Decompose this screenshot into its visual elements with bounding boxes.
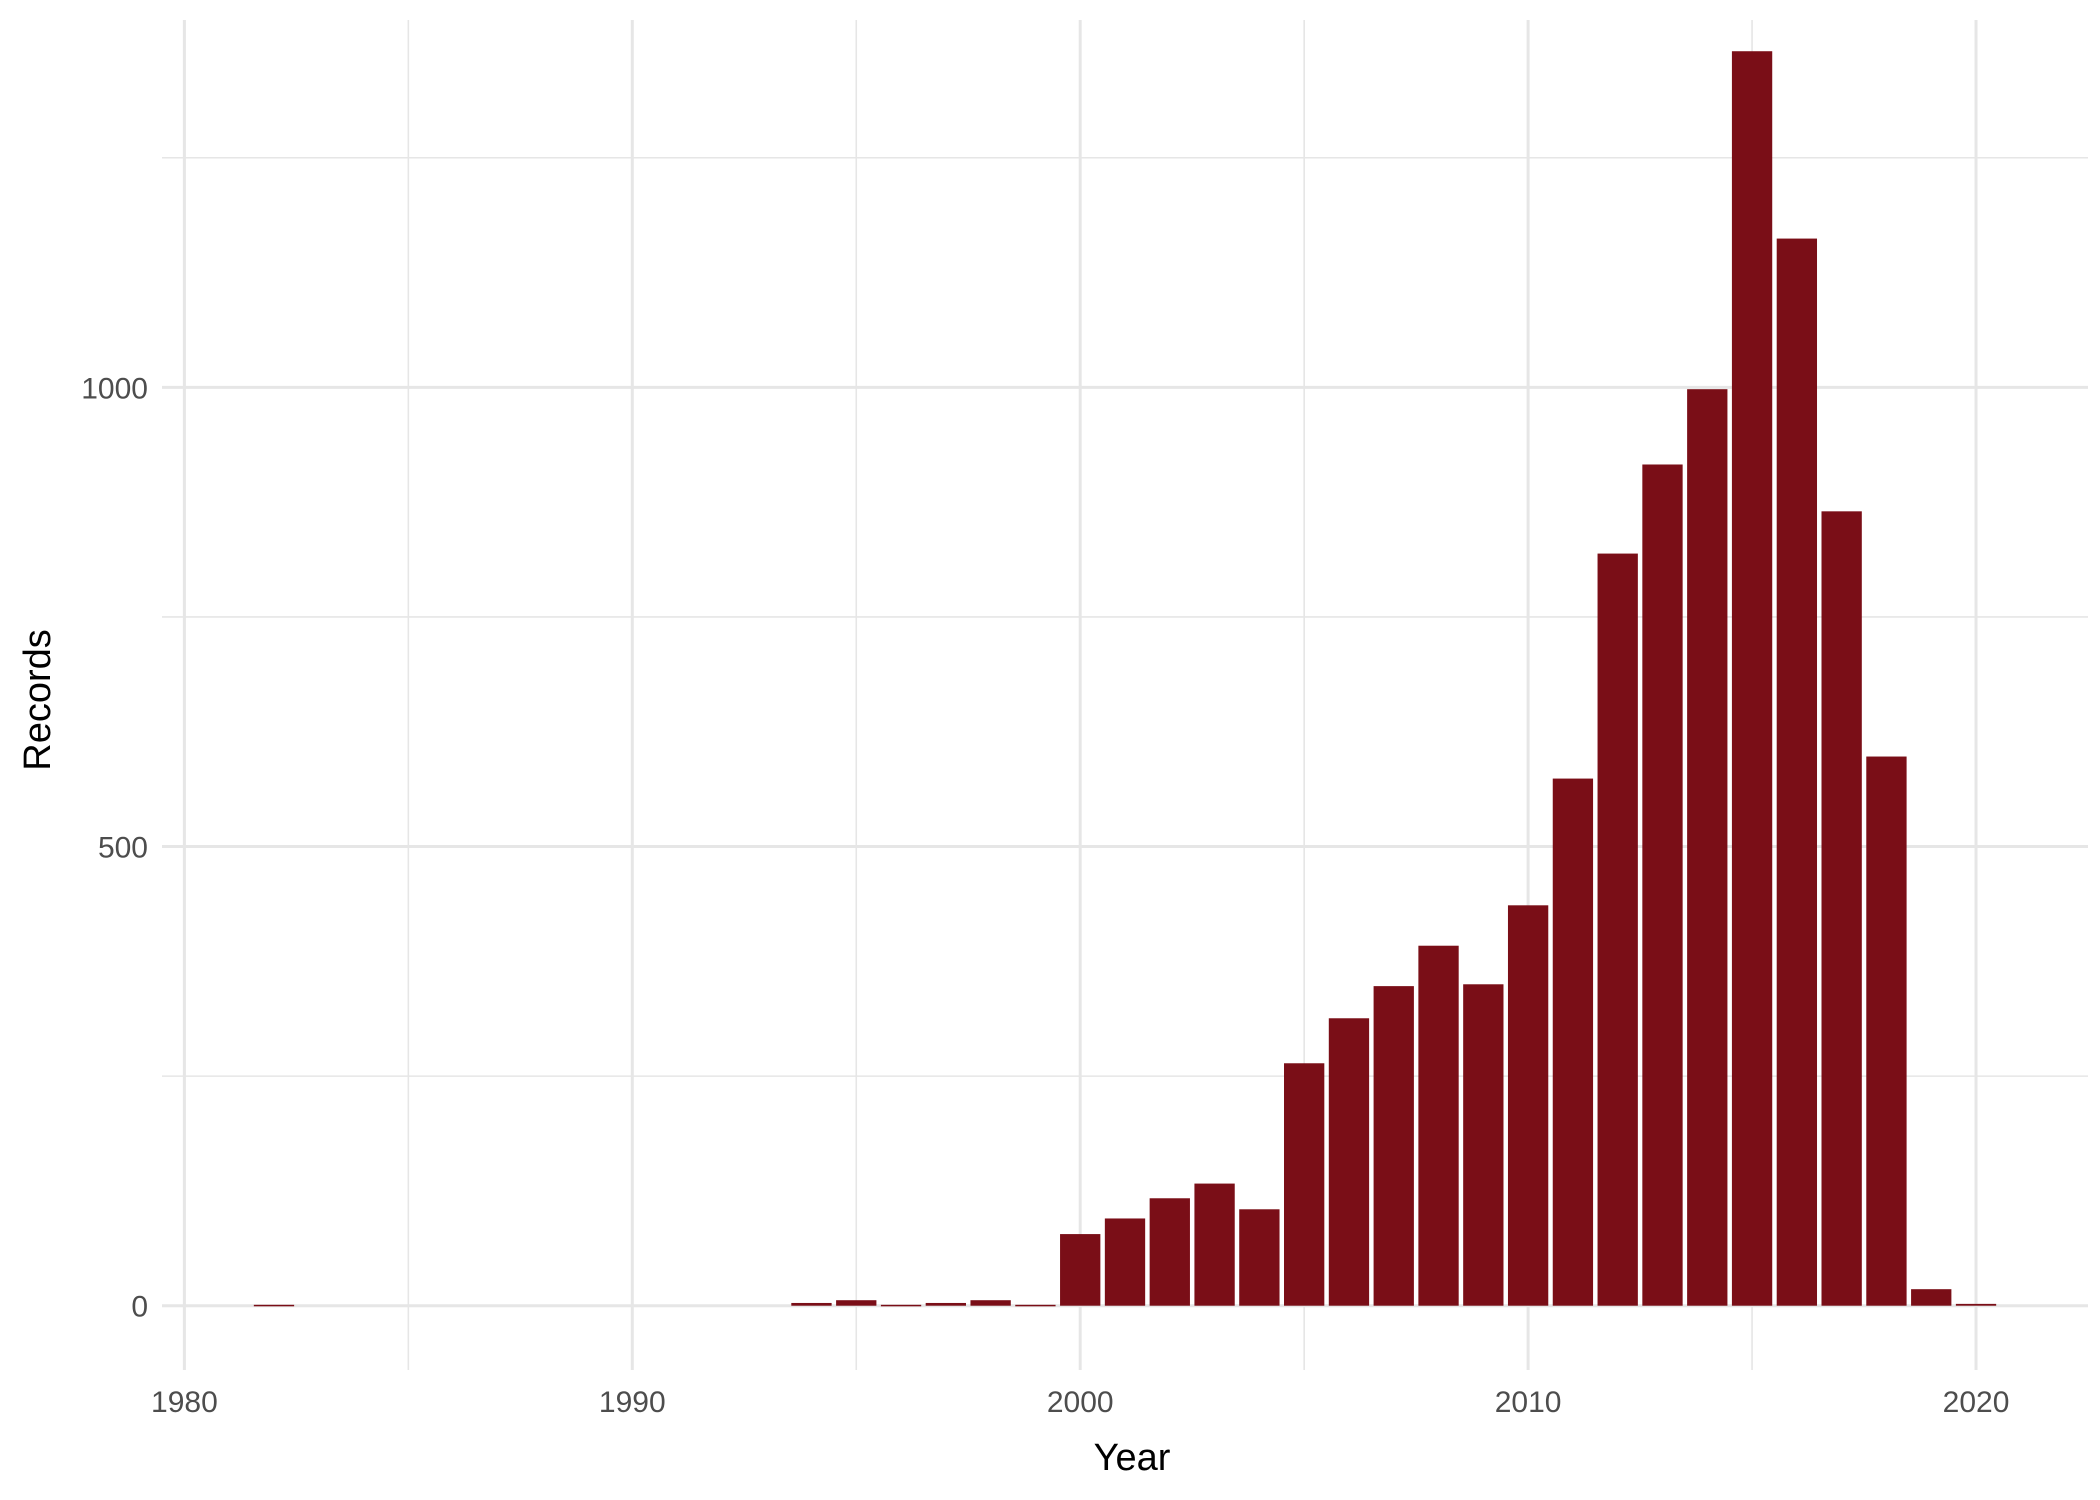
- bar-2007: [1373, 986, 1414, 1306]
- x-tick-label: 2020: [1943, 1386, 2010, 1419]
- x-axis-title: Year: [1094, 1437, 1171, 1479]
- y-axis-ticks: 0 500 1000: [81, 372, 148, 1323]
- bar-2001: [1104, 1218, 1146, 1306]
- bar-2020: [1955, 1303, 1997, 1306]
- bar-1994: [791, 1302, 832, 1306]
- bar-2003: [1194, 1183, 1235, 1306]
- bar-2015: [1731, 51, 1773, 1306]
- bar-1982: [253, 1304, 295, 1307]
- y-tick-label: 1000: [81, 372, 148, 405]
- bar-2018: [1866, 756, 1907, 1306]
- bar-2016: [1776, 238, 1818, 1306]
- bar-2009: [1463, 984, 1504, 1306]
- bar-2005: [1284, 1063, 1325, 1306]
- bar-2013: [1642, 464, 1683, 1306]
- bar-2017: [1821, 511, 1862, 1306]
- bar-2006: [1328, 1018, 1370, 1306]
- bar-2004: [1239, 1209, 1280, 1306]
- x-tick-label: 2000: [1047, 1386, 1114, 1419]
- bar-2008: [1418, 945, 1459, 1306]
- x-tick-label: 2010: [1495, 1386, 1562, 1419]
- bar-2019: [1911, 1289, 1952, 1306]
- bar-1999: [1015, 1304, 1056, 1307]
- x-tick-label: 1980: [151, 1386, 218, 1419]
- bar-1995: [836, 1300, 877, 1306]
- bar-2010: [1507, 905, 1549, 1306]
- y-tick-label: 500: [98, 832, 148, 865]
- bar-2012: [1597, 553, 1638, 1306]
- y-tick-label: 0: [131, 1291, 148, 1324]
- x-tick-label: 1990: [599, 1386, 666, 1419]
- bar-2014: [1687, 389, 1728, 1306]
- bar-1998: [970, 1300, 1011, 1306]
- bar-2000: [1060, 1234, 1101, 1306]
- bar-2011: [1552, 778, 1594, 1306]
- bar-1997: [925, 1302, 966, 1306]
- x-axis-ticks: 1980 1990 2000 2010 2020: [151, 1386, 2009, 1419]
- bars: [253, 51, 1997, 1307]
- y-axis-title: Records: [17, 629, 59, 771]
- bar-1996: [880, 1304, 922, 1307]
- bar-2002: [1149, 1198, 1190, 1306]
